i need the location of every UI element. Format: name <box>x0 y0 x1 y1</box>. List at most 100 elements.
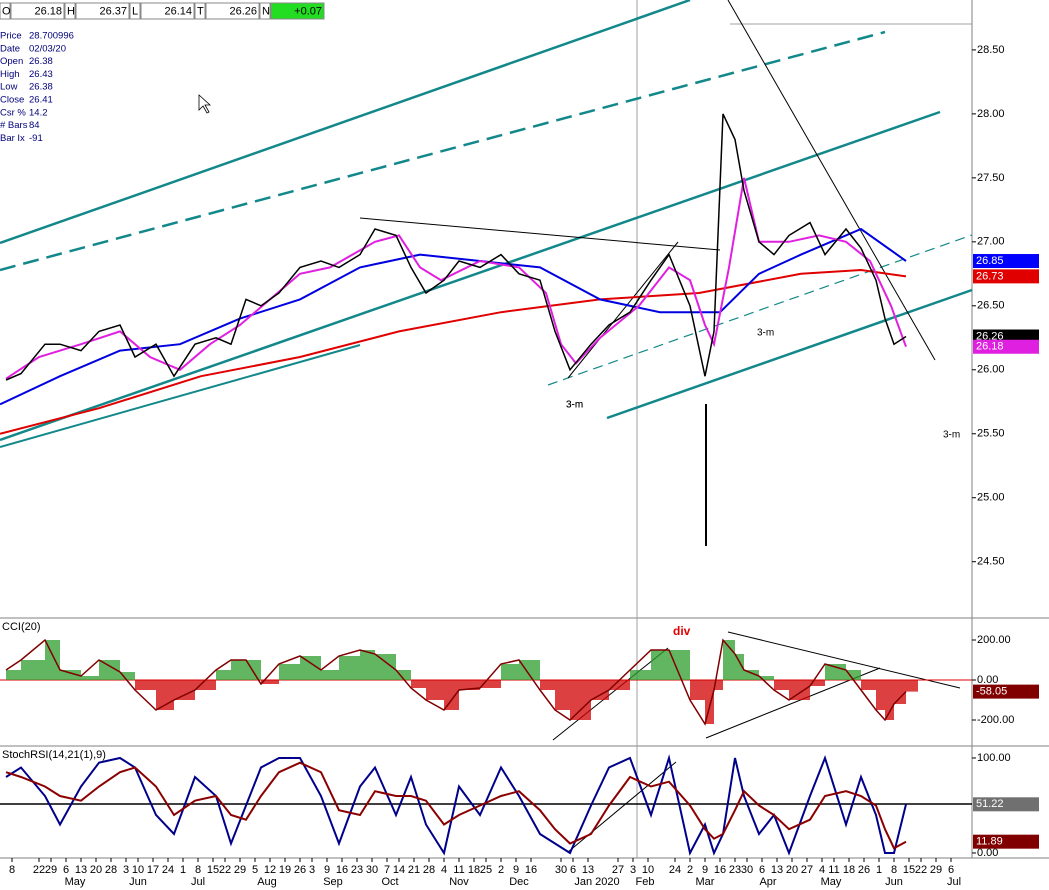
info-panel <box>0 28 84 146</box>
x-tick-label: 11 <box>828 864 839 876</box>
bar <box>339 656 360 680</box>
field-key-box <box>259 2 271 20</box>
field-key: N <box>262 5 270 17</box>
info-label: Price <box>0 31 22 42</box>
trend-channels <box>0 0 973 448</box>
last-value-box <box>973 269 1039 284</box>
bar <box>759 676 774 680</box>
x-tick-label: 17 <box>147 864 159 876</box>
annotation: 3-m <box>757 328 774 339</box>
trend-lines <box>0 0 972 853</box>
x-tick-label: 20 <box>786 864 798 876</box>
x-tick-label: 29 <box>45 864 57 876</box>
y-tick-label: 26.00 <box>977 364 1005 376</box>
bar <box>669 650 690 680</box>
field-key-box <box>194 2 206 20</box>
bar <box>99 660 120 680</box>
bar <box>426 680 444 700</box>
bar <box>6 670 21 680</box>
info-label: Close <box>0 95 24 106</box>
bar <box>45 640 60 680</box>
x-tick-label: 6 <box>759 864 765 876</box>
field-value-box <box>205 2 260 20</box>
channel-line <box>0 110 941 442</box>
bar <box>60 670 81 680</box>
last-value-label: 26.26 <box>976 330 1004 342</box>
x-tick-label: 15 <box>207 864 219 876</box>
x-tick-label: 22 <box>219 864 231 876</box>
month-label: Nov <box>449 876 469 888</box>
info-label: Open <box>0 56 23 67</box>
month-label: Oct <box>381 876 398 888</box>
info-panel-text: Price 28.700996 Date 02/03/20 Open 26.38 High 2… <box>0 31 74 144</box>
x-tick-label: 5 <box>252 864 258 876</box>
info-value: 26.38 <box>29 56 53 67</box>
x-tick-label: 3 <box>309 864 315 876</box>
month-label: Jan 2020 <box>574 876 619 888</box>
bar <box>570 680 591 720</box>
x-tick-label: 29 <box>234 864 246 876</box>
y-tick-label: 200.00 <box>977 634 1011 646</box>
bar <box>846 670 861 680</box>
last-value-label: 51.22 <box>976 798 1004 810</box>
last-value-box <box>973 684 1039 699</box>
series-line <box>0 268 907 435</box>
last-value-box <box>973 339 1039 354</box>
y-tick-label: 100.00 <box>977 752 1011 764</box>
x-tick-label: 10 <box>642 864 654 876</box>
last-value-label: 26.85 <box>976 255 1004 267</box>
x-tick-label: 30 <box>555 864 567 876</box>
x-tick-label: 23 <box>351 864 363 876</box>
x-tick-label: 28 <box>423 864 435 876</box>
y-tick-label: 25.00 <box>977 492 1005 504</box>
info-value: 26.41 <box>29 95 53 106</box>
y-tick-label: 28.50 <box>977 44 1005 56</box>
channel-line <box>0 344 361 448</box>
field-key-box <box>64 2 76 20</box>
bar <box>876 680 885 710</box>
info-value: 26.38 <box>29 82 53 93</box>
bar <box>411 680 426 688</box>
channel-line <box>547 234 973 386</box>
field-value-box <box>140 2 195 20</box>
x-tick-label: 6 <box>570 864 576 876</box>
x-tick-label: 12 <box>264 864 276 876</box>
bar <box>480 680 501 688</box>
bar <box>519 660 540 680</box>
x-tick-label: 10 <box>132 864 144 876</box>
field-key: H <box>67 5 75 17</box>
x-tick-label: 27 <box>801 864 813 876</box>
last-value-label: 11.89 <box>976 836 1003 848</box>
bar <box>705 680 714 724</box>
x-tick-label: 16 <box>336 864 348 876</box>
y-tick-label: 27.50 <box>977 172 1005 184</box>
info-value: -91 <box>29 133 43 144</box>
x-tick-label: 8 <box>9 864 15 876</box>
info-label: Csr % <box>0 107 26 118</box>
info-label: Bar Ix <box>0 133 25 144</box>
x-tick-label: 1 <box>180 864 186 876</box>
y-tick-label: 28.00 <box>977 108 1005 120</box>
bar <box>609 680 630 690</box>
field-value: 26.26 <box>229 5 257 17</box>
x-tick-label: 24 <box>669 864 681 876</box>
bar <box>774 680 789 690</box>
month-label: Aug <box>257 876 277 888</box>
series-line <box>5 761 907 850</box>
bar <box>501 664 519 680</box>
x-tick-label: 26 <box>294 864 306 876</box>
annotation: 3-m <box>566 400 583 411</box>
bar <box>714 680 723 690</box>
bar <box>321 670 339 680</box>
field-key-box <box>129 2 141 20</box>
bar <box>459 680 480 690</box>
mouse-cursor <box>198 94 212 114</box>
trend-line <box>727 0 936 361</box>
month-label: Jun <box>885 876 903 888</box>
month-label: Jul <box>191 876 205 888</box>
bar <box>630 670 651 680</box>
x-tick-label: 2 <box>498 864 504 876</box>
field-value: 26.14 <box>164 5 192 17</box>
field-value: 26.37 <box>99 5 127 17</box>
y-tick-label: 27.00 <box>977 236 1005 248</box>
